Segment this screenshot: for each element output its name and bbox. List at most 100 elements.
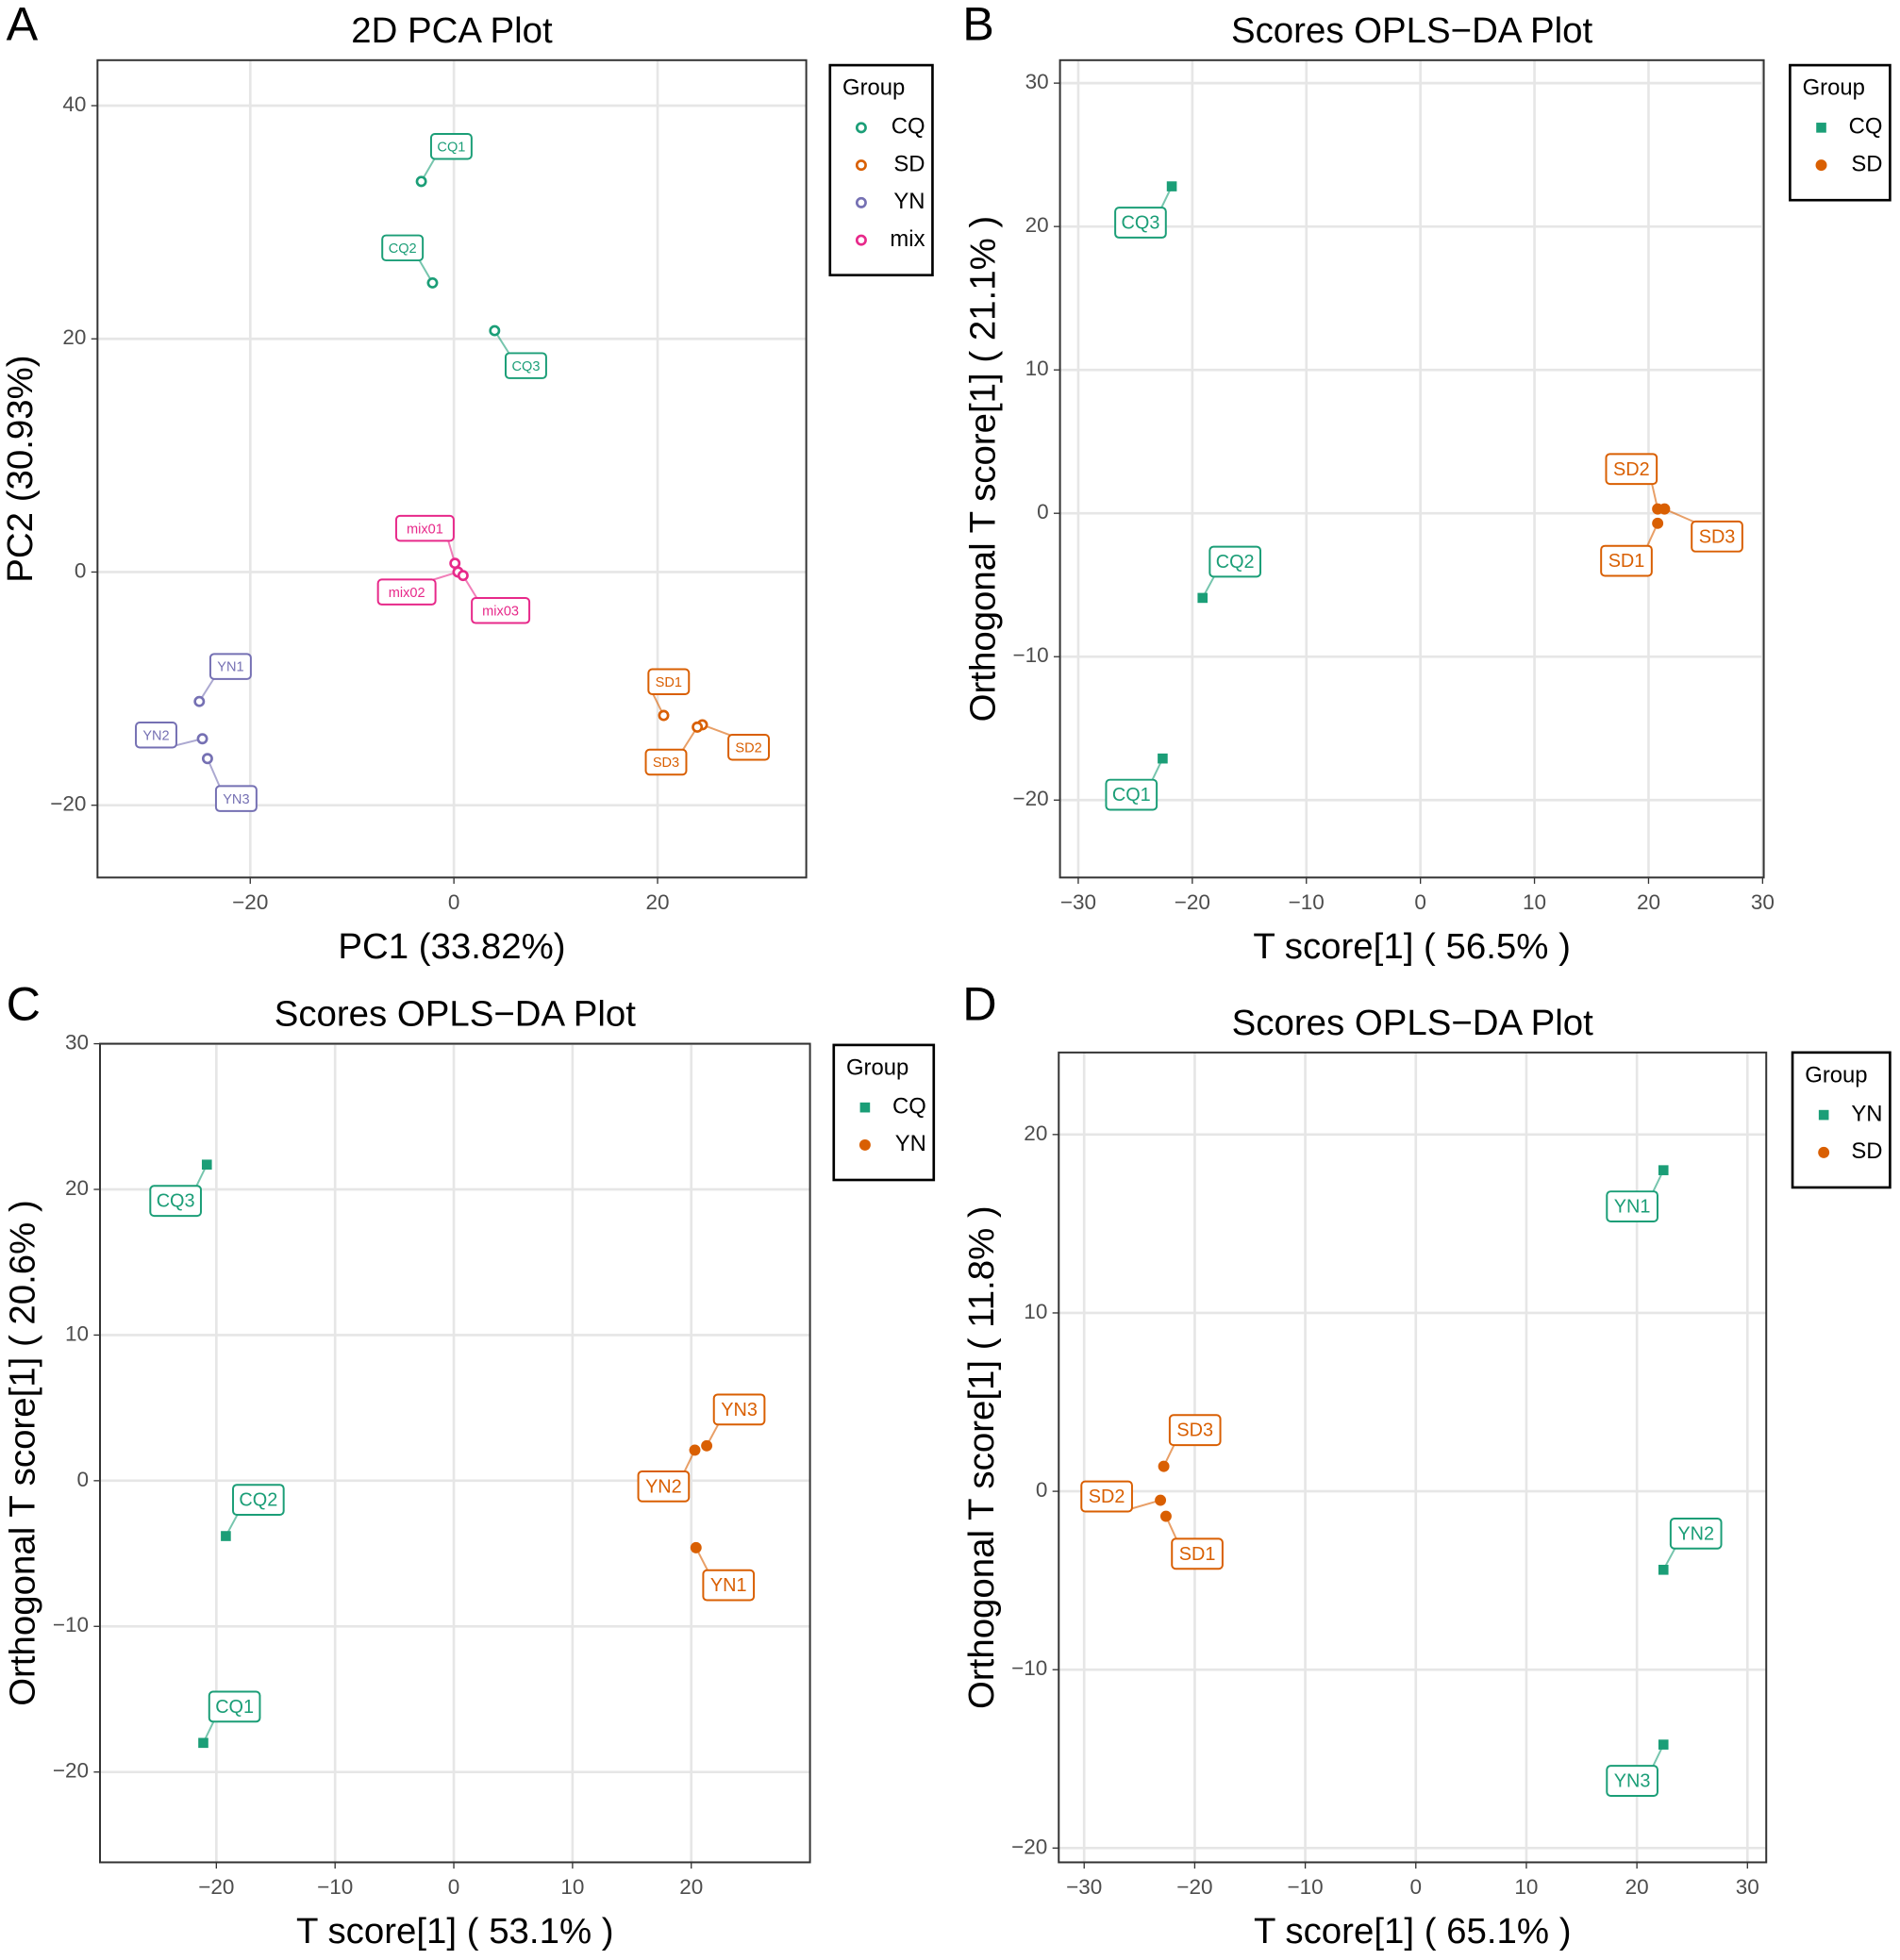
label-leader [1663, 507, 1697, 524]
point-label: SD2 [1089, 1487, 1125, 1507]
label-box [1669, 1517, 1723, 1550]
point-label: SD1 [1608, 551, 1645, 572]
panel-letter: C [7, 976, 41, 1030]
legend-symbol [1818, 1109, 1829, 1121]
point-label: YN3 [223, 792, 249, 807]
plot-border [99, 1042, 811, 1864]
plot-border [96, 58, 808, 879]
label-box [1168, 1414, 1222, 1447]
point [489, 324, 501, 337]
x-tick-label: 20 [679, 1875, 703, 1899]
y-tick-label: 20 [62, 325, 86, 349]
point [1658, 1739, 1669, 1750]
legend-label: YN [895, 1131, 926, 1156]
legend-label: YN [1851, 1101, 1882, 1126]
x-axis-title: PC1 (33.82%) [338, 926, 565, 967]
label-box [1171, 1537, 1224, 1570]
legend-box [1791, 1051, 1892, 1189]
chart-title: 2D PCA Plot [351, 10, 553, 51]
legend-box [828, 63, 934, 277]
y-axis-title: Orthogonal T score[1] ( 21.1% ) [962, 216, 1003, 723]
label-box [394, 514, 455, 542]
x-tick-label: −20 [1176, 1875, 1212, 1899]
y-tick-label: −20 [53, 1759, 89, 1783]
legend-label: SD [893, 151, 925, 176]
point [193, 695, 206, 707]
x-axis-title: T score[1] ( 56.5% ) [1253, 926, 1571, 967]
legend-symbol [855, 234, 867, 246]
point-label: YN2 [142, 728, 169, 743]
point-label: CQ1 [1112, 785, 1151, 806]
legend-title: Group [842, 75, 905, 101]
legend-box [832, 1043, 936, 1182]
point [1658, 1564, 1669, 1575]
point-label: SD2 [1613, 459, 1650, 480]
point [1197, 592, 1208, 604]
y-tick-label: −10 [1012, 643, 1048, 667]
x-tick-label: −20 [1175, 890, 1210, 914]
label-box [1114, 207, 1167, 239]
point [658, 709, 670, 722]
label-box [232, 1484, 285, 1517]
point-label: CQ2 [239, 1490, 277, 1511]
panel-letter: A [7, 0, 39, 51]
legend-symbol [1816, 123, 1826, 133]
label-box [1605, 453, 1658, 486]
y-tick-label: 10 [1024, 1300, 1047, 1323]
label-box [471, 597, 531, 624]
point [1658, 1165, 1669, 1175]
point-label: CQ3 [511, 359, 540, 374]
legend-symbol [858, 1138, 871, 1151]
legend-title: Group [1803, 75, 1865, 101]
y-tick-label: 10 [1025, 357, 1049, 380]
label-box [149, 1185, 202, 1218]
legend-symbol [1818, 1146, 1830, 1158]
point-label: YN1 [217, 660, 243, 675]
point [196, 733, 208, 745]
point-label: SD1 [656, 675, 682, 690]
x-tick-label: −20 [232, 890, 268, 914]
y-tick-label: 30 [1025, 70, 1049, 93]
point-label: CQ1 [437, 140, 465, 155]
legend-symbol [855, 196, 867, 208]
point-label: YN3 [1614, 1771, 1651, 1792]
legend-label: SD [1851, 151, 1882, 176]
point [201, 753, 213, 765]
point-label: CQ2 [1216, 552, 1255, 573]
point [449, 557, 461, 570]
x-tick-label: −30 [1060, 890, 1096, 914]
x-tick-label: 0 [1409, 1875, 1422, 1899]
y-tick-label: 20 [1025, 213, 1049, 237]
x-tick-label: −10 [1289, 890, 1325, 914]
point [198, 1737, 208, 1749]
label-box [1606, 1190, 1658, 1222]
x-tick-label: 30 [1736, 1875, 1759, 1899]
label-box [429, 133, 473, 160]
point-label: SD2 [735, 740, 761, 756]
label-box [727, 734, 771, 761]
label-box [1208, 545, 1262, 578]
label-box [1691, 520, 1743, 553]
point [201, 1159, 212, 1171]
label-box [381, 234, 425, 262]
y-tick-label: 20 [65, 1176, 89, 1200]
label-box [208, 653, 252, 680]
point [1652, 517, 1664, 529]
label-box [647, 668, 691, 695]
label-box [644, 748, 688, 776]
chart-title: Scores OPLS−DA Plot [1232, 1003, 1594, 1043]
point-label: SD3 [1176, 1420, 1213, 1441]
x-tick-label: 30 [1751, 890, 1775, 914]
point-label: CQ3 [1122, 213, 1160, 234]
x-tick-label: −10 [317, 1875, 353, 1899]
y-tick-label: 0 [75, 558, 87, 582]
point-label: CQ2 [389, 241, 417, 257]
label-box [1606, 1765, 1658, 1797]
y-tick-label: 40 [62, 92, 86, 116]
label-box [214, 785, 258, 812]
point [1158, 1460, 1170, 1472]
point [692, 721, 704, 733]
legend-symbol [855, 159, 867, 172]
legend-label: mix [890, 226, 925, 252]
